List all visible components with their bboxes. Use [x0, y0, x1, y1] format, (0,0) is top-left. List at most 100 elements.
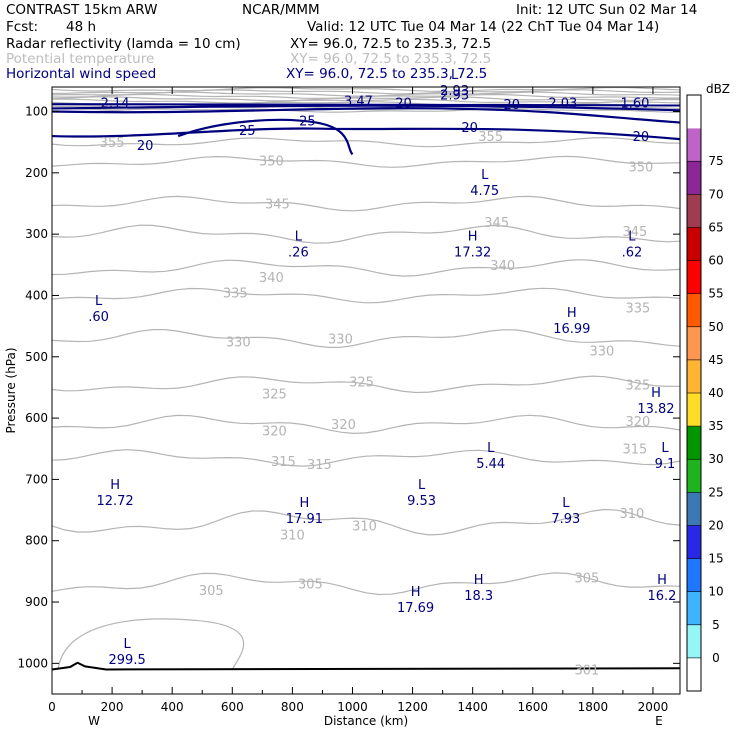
wind-contour-label: 20 — [137, 139, 154, 154]
colorbar-swatch — [687, 558, 701, 592]
extremum-marker: L — [481, 168, 489, 183]
colorbar-label: 20 — [708, 518, 723, 532]
wind-contour-label: 25 — [239, 124, 256, 139]
colorbar-swatch — [687, 293, 701, 328]
colorbar-swatch — [687, 459, 701, 493]
y-tick-label: 600 — [25, 411, 48, 425]
extremum-marker: H — [300, 496, 310, 511]
x-end-label-east: E — [655, 714, 663, 728]
y-tick-label: 400 — [25, 288, 48, 302]
wind-contour-line — [177, 118, 354, 156]
x-tick-label: 800 — [281, 700, 304, 714]
x-tick-label: 1400 — [457, 700, 488, 714]
extremum-marker: L — [295, 229, 303, 244]
y-tick-label: 500 — [25, 350, 48, 364]
extremum-value: 299.5 — [109, 653, 146, 668]
theta-contour-line — [51, 224, 681, 244]
terrain-line — [51, 661, 681, 671]
colorbar-swatch — [687, 359, 701, 394]
x-tick-label: 1600 — [517, 700, 548, 714]
field-name-reflectivity: Radar reflectivity (lamda = 10 cm) — [6, 36, 241, 52]
wind-contour-label: 20 — [633, 130, 650, 145]
theta-contour-label: 325 — [626, 378, 651, 393]
theta-contour-line — [51, 449, 681, 467]
theta-contour-label: 310 — [280, 529, 305, 544]
theta-contour-line — [51, 195, 681, 212]
extremum-marker: H — [474, 573, 484, 588]
extremum-value: 18.3 — [464, 589, 493, 604]
wind-contour-line — [51, 107, 681, 124]
extremum-marker: H — [657, 573, 667, 588]
extremum-value: 2.93 — [440, 84, 469, 99]
field-xy-wind: XY= 96.0, 72.5 to 235.3, 72.5 — [286, 66, 487, 82]
colorbar-label: 45 — [708, 353, 723, 367]
colorbar-unit: dBZ — [706, 82, 730, 96]
wind-contour-label: 3.47 — [344, 94, 373, 109]
x-tick-label: 400 — [161, 700, 184, 714]
wind-contours — [51, 103, 681, 156]
colorbar-label: 65 — [708, 220, 723, 234]
x-tick-label: 2000 — [638, 700, 669, 714]
colorbar-label: 10 — [708, 585, 723, 599]
colorbar-label: 40 — [708, 386, 723, 400]
wind-contour-label: 2.14 — [101, 96, 130, 111]
colorbar-swatch — [687, 525, 701, 559]
model-title: CONTRAST 15km ARW — [6, 2, 157, 18]
wind-contour-label: 1.60 — [620, 96, 649, 111]
field-xy-theta: XY= 96.0, 72.5 to 235.3, 72.5 — [290, 51, 491, 67]
x-tick-label: 1800 — [578, 700, 609, 714]
colorbar-swatch — [687, 657, 701, 692]
wind-contour-label: 20 — [503, 98, 520, 113]
y-tick-label: 200 — [25, 166, 48, 180]
plot-frame — [51, 86, 681, 695]
theta-contour-line — [51, 329, 681, 349]
y-axis-label: Pressure (hPa) — [4, 347, 18, 433]
colorbar-label: 5 — [712, 618, 720, 632]
theta-contour-label: 325 — [262, 388, 287, 403]
extremum-value: .60 — [88, 310, 109, 325]
colorbar-swatch — [687, 128, 701, 162]
theta-contour-upper — [51, 98, 681, 104]
x-tick-label: 1000 — [337, 700, 368, 714]
theta-contour-label: 340 — [259, 271, 284, 286]
field-name-theta: Potential temperature — [6, 51, 154, 67]
extremum-marker: L — [661, 441, 669, 456]
theta-contour-upper — [51, 96, 681, 102]
valid-time: Valid: 12 UTC Tue 04 Mar 14 (22 ChT Tue … — [307, 19, 659, 35]
colorbar-swatch — [687, 624, 701, 659]
colorbar-label: 60 — [708, 254, 723, 268]
theta-contour-label: 315 — [271, 455, 296, 470]
theta-contour-label: 310 — [352, 519, 377, 534]
theta-contour-label: 305 — [574, 572, 599, 587]
extremum-marker: L — [628, 229, 636, 244]
extremum-marker: H — [411, 585, 421, 600]
theta-contour-line — [51, 136, 681, 148]
extremum-value: 17.91 — [286, 512, 323, 527]
wind-contour-line — [51, 127, 681, 141]
terrain-surface — [51, 661, 681, 671]
theta-contour-label: 310 — [620, 507, 645, 522]
colorbar-swatch — [687, 326, 701, 361]
colorbar-label: 75 — [708, 154, 723, 168]
theta-contour-label: 350 — [629, 161, 654, 176]
theta-contour-label: 340 — [490, 259, 515, 274]
colorbar-swatch — [687, 95, 701, 129]
x-tick-label: 1200 — [397, 700, 428, 714]
y-tick-label: 800 — [25, 534, 48, 548]
theta-contour-label: 345 — [484, 216, 509, 231]
theta-contour-line — [51, 414, 681, 435]
theta-contour-label: 345 — [623, 225, 648, 240]
colorbar-label: 55 — [708, 287, 723, 301]
theta-contour-upper — [51, 107, 681, 113]
wind-contour-label: 20 — [395, 96, 412, 111]
extremum-marker: H — [651, 386, 661, 401]
theta-contour-label: 345 — [265, 197, 290, 212]
extremum-value: 12.72 — [96, 494, 133, 509]
colorbar-swatch — [687, 260, 701, 294]
extremum-marker: L — [562, 496, 570, 511]
x-axis-label: Distance (km) — [324, 714, 408, 728]
theta-contour-label: 330 — [328, 332, 353, 347]
extremum-value: 7.93 — [551, 512, 580, 527]
theta-contour-label: 320 — [626, 415, 651, 430]
